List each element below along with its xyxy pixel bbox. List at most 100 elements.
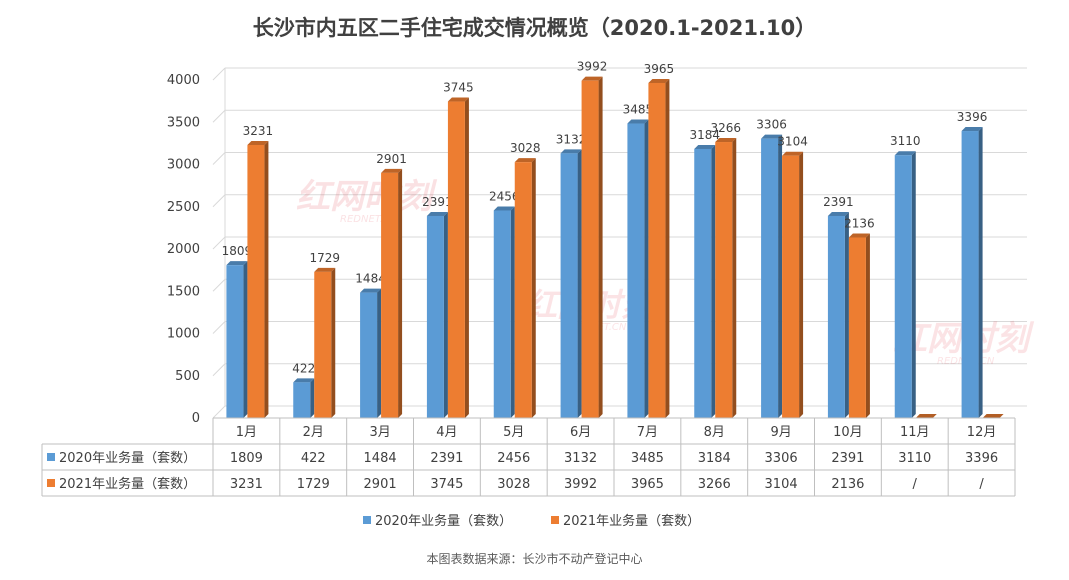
bar-top [360, 288, 382, 293]
bar-side [978, 127, 983, 419]
gridline-depth [212, 109, 226, 123]
y-tick-label: 3500 [167, 115, 200, 130]
data-label: 3231 [243, 124, 274, 138]
bar [360, 292, 378, 418]
table-cell: 3104 [765, 477, 798, 492]
table-cell: 3231 [230, 477, 263, 492]
bar-side [799, 151, 804, 418]
legend-marker [363, 516, 371, 524]
bar [581, 80, 599, 419]
y-tick-label: 2000 [167, 242, 200, 257]
bar-top [761, 134, 783, 139]
table-cell: 3266 [698, 477, 731, 492]
y-tick-label: 0 [192, 411, 200, 426]
table-cell: 422 [301, 451, 326, 466]
data-label: 1484 [355, 272, 386, 286]
gridline-depth [212, 321, 226, 334]
table-row-label: 2021年业务量（套数） [59, 476, 196, 492]
x-tick-label: 10月 [833, 425, 863, 440]
bar-side [377, 288, 382, 418]
data-label: 2391 [422, 195, 453, 209]
data-label: 3184 [689, 128, 720, 142]
gridline-depth [212, 236, 226, 250]
bar [648, 82, 666, 419]
bar [381, 172, 399, 418]
table-cell: 1484 [364, 451, 397, 466]
table-cell: 3485 [631, 451, 664, 466]
bar-side [598, 76, 603, 419]
bar [314, 271, 332, 418]
x-tick-label: 8月 [704, 425, 725, 440]
table-cell: 3132 [564, 451, 597, 466]
bar-side [510, 206, 515, 418]
bar [694, 148, 712, 418]
bar [961, 131, 979, 418]
table-legend-key [47, 453, 55, 461]
bar-side [865, 233, 870, 418]
bar-side [464, 97, 469, 419]
bar-top [627, 119, 649, 124]
watermark-logo: 红网时刻 [296, 177, 438, 217]
bar-top [314, 267, 336, 272]
data-label: 3485 [623, 103, 654, 117]
data-label: 2901 [376, 152, 407, 166]
table-cell: 2391 [430, 451, 463, 466]
bar-side [711, 144, 716, 418]
table-legend-key [47, 479, 55, 487]
x-tick-label: 4月 [436, 425, 457, 440]
gridline-depth [212, 194, 226, 208]
bar-side [264, 140, 269, 418]
table-row-label: 2020年业务量（套数） [59, 450, 196, 466]
data-label: 2136 [844, 217, 875, 231]
bar [493, 210, 511, 418]
table-cell: 3306 [765, 451, 798, 466]
data-label: 3110 [890, 134, 921, 148]
bar-top [894, 151, 916, 156]
bar-empty [982, 414, 1004, 418]
table-cell: 3745 [430, 477, 463, 492]
table-cell: 1809 [230, 451, 263, 466]
bar-side [443, 211, 448, 418]
gridline-depth [212, 405, 226, 419]
data-label: 3306 [756, 118, 787, 132]
bar-top [961, 127, 983, 132]
legend-label: 2020年业务量（套数） [375, 513, 512, 529]
bar-chart: 0 500 1000 1500 2000 2500 3000 3500 4000 红网时刻REDN… [41, 60, 1035, 529]
bar-side [310, 378, 315, 418]
bar [782, 155, 800, 418]
table-cell: 2901 [364, 477, 397, 492]
x-tick-label: 7月 [637, 425, 658, 440]
table-cell: / [913, 477, 918, 492]
bar [715, 142, 733, 418]
x-tick-label: 3月 [369, 425, 390, 440]
bar-top [848, 233, 870, 238]
data-label: 1809 [222, 244, 253, 258]
data-source-note: 本图表数据来源：长沙市不动产登记中心 [426, 552, 643, 566]
bar-side [577, 149, 582, 418]
table-cell: 3184 [698, 451, 731, 466]
table-cell: 2136 [831, 477, 864, 492]
data-label: 3745 [443, 81, 474, 95]
legend-label: 2021年业务量（套数） [563, 513, 700, 529]
bar-side [732, 138, 737, 418]
x-tick-label: 12月 [967, 425, 997, 440]
bar-top [782, 151, 804, 156]
table-cell: 3396 [965, 451, 998, 466]
bar [827, 215, 845, 418]
bar-top [715, 138, 737, 143]
data-label: 422 [292, 361, 315, 375]
bar-top [293, 378, 315, 383]
data-label: 3992 [577, 60, 608, 74]
gridline-depth [212, 278, 226, 292]
bar-side [644, 119, 649, 418]
data-label: 3266 [710, 121, 741, 135]
bar [514, 162, 532, 418]
bar [447, 101, 465, 419]
bar-top [247, 140, 269, 145]
legend-marker [551, 516, 559, 524]
bar-side [911, 151, 916, 418]
y-tick-label: 1500 [167, 284, 200, 299]
gridline-depth [212, 152, 226, 165]
data-label: 3104 [777, 135, 808, 149]
bar [848, 237, 866, 418]
